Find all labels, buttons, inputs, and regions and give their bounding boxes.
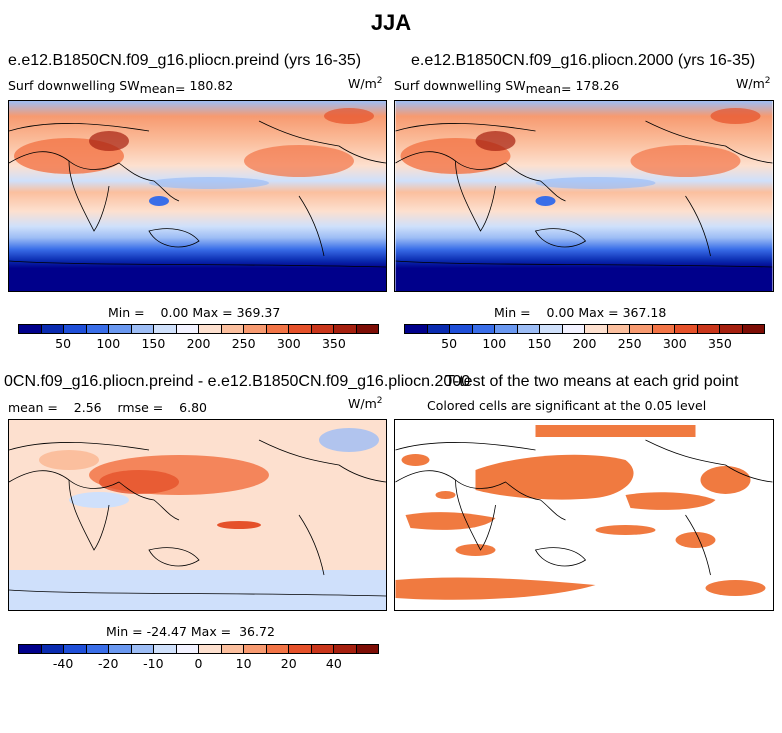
panel-title-bottom-right: T-test of the two means at each grid poi…	[445, 373, 739, 390]
map-top-right-svg	[395, 101, 773, 291]
colorbar-tick-label: 200	[186, 336, 211, 351]
colorbar-box	[199, 325, 222, 333]
colorbar-tick-label: -20	[98, 656, 119, 671]
colorbar-tick-label: 10	[235, 656, 252, 671]
colorbar-box	[427, 325, 450, 333]
colorbar-box	[720, 325, 743, 333]
colorbar-box	[311, 325, 334, 333]
colorbar-box	[109, 645, 132, 653]
colorbar-box	[199, 645, 222, 653]
colorbar-box	[266, 645, 289, 653]
colorbar-tick-label: 100	[96, 336, 121, 351]
colorbar-box	[540, 325, 563, 333]
colorbar-tick-label: 100	[482, 336, 507, 351]
colorbar-box	[334, 325, 357, 333]
panel-title-top-left: e.e12.B1850CN.f09_g16.pliocn.preind (yrs…	[8, 52, 362, 69]
colorbar-box	[607, 325, 630, 333]
panel-title-top-right: e.e12.B1850CN.f09_g16.pliocn.2000 (yrs 1…	[411, 52, 756, 69]
colorbar-box	[517, 325, 540, 333]
colorbar-box	[154, 325, 177, 333]
colorbar-box	[630, 325, 653, 333]
map-top-left-svg	[9, 101, 386, 291]
colorbar-box	[154, 645, 177, 653]
colorbar-box	[244, 645, 267, 653]
colorbar-box	[221, 645, 244, 653]
minmax-top-right: Min = 0.00 Max = 367.18	[494, 305, 667, 320]
colorbar-box	[311, 645, 334, 653]
colorbar-box	[64, 325, 87, 333]
colorbar-box	[652, 325, 675, 333]
minmax-top-left: Min = 0.00 Max = 369.37	[108, 305, 281, 320]
map-top-right	[394, 100, 774, 292]
colorbar-box	[86, 325, 109, 333]
map-bottom-left-svg	[9, 420, 386, 610]
colorbar-box	[41, 645, 64, 653]
colorbar-top-left	[18, 324, 379, 334]
colorbar-tick-label: -10	[143, 656, 164, 671]
colorbar-tick-label: 200	[572, 336, 597, 351]
colorbar-box	[472, 325, 495, 333]
colorbar-box	[697, 325, 720, 333]
variable-label-top-right: Surf downwelling SWmean= 178.26	[394, 78, 620, 96]
colorbar-box	[356, 325, 378, 333]
subtitle-bottom-right: Colored cells are significant at the 0.0…	[427, 398, 707, 413]
colorbar-box	[289, 645, 312, 653]
colorbar-box	[41, 325, 64, 333]
map-top-left	[8, 100, 387, 292]
units-top-right: W/m2	[736, 76, 771, 92]
colorbar-tick-label: 300	[662, 336, 687, 351]
page-title: JJA	[370, 10, 412, 35]
minmax-bottom-left: Min = -24.47 Max = 36.72	[106, 624, 275, 639]
colorbar-box	[109, 325, 132, 333]
colorbar-box	[19, 645, 42, 653]
colorbar-box	[176, 645, 199, 653]
colorbar-box	[562, 325, 585, 333]
significant-cells	[395, 425, 766, 600]
colorbar-box	[450, 325, 473, 333]
colorbar-box	[675, 325, 698, 333]
colorbar-tick-label: 0	[194, 656, 203, 671]
colorbar-tick-label: 150	[527, 336, 552, 351]
colorbar-tick-label: 250	[617, 336, 642, 351]
colorbar-box	[176, 325, 199, 333]
map-bottom-right-svg	[395, 420, 773, 610]
variable-label-top-left: Surf downwelling SWmean= 180.82	[8, 78, 234, 96]
colorbar-box	[131, 645, 154, 653]
colorbar-top-right	[404, 324, 765, 334]
units-top-left: W/m2	[348, 76, 383, 92]
colorbar-box	[585, 325, 608, 333]
colorbar-tick-label: 50	[441, 336, 458, 351]
colorbar-tick-label: 250	[231, 336, 256, 351]
colorbar-box	[86, 645, 109, 653]
colorbar-tick-label: -40	[52, 656, 74, 671]
colorbar-box	[356, 645, 378, 653]
colorbar-tick-label: 20	[280, 656, 297, 671]
colorbar-box	[64, 645, 87, 653]
colorbar-tick-label: 350	[707, 336, 732, 351]
colorbar-bottom-left	[18, 644, 379, 654]
map-bottom-left	[8, 419, 387, 611]
panel-title-bottom-left: 0CN.f09_g16.pliocn.preind - e.e12.B1850C…	[4, 373, 471, 390]
colorbar-tick-label: 150	[141, 336, 166, 351]
colorbar-tick-label: 50	[55, 336, 72, 351]
colorbar-tick-label: 300	[276, 336, 301, 351]
map-bottom-right	[394, 419, 774, 611]
colorbar-box	[405, 325, 428, 333]
colorbar-box	[495, 325, 518, 333]
stats-bottom-left: mean = 2.56 rmse = 6.80	[8, 400, 207, 415]
units-bottom-left: W/m2	[348, 396, 383, 412]
colorbar-box	[244, 325, 267, 333]
colorbar-box	[266, 325, 289, 333]
colorbar-box	[334, 645, 357, 653]
colorbar-box	[221, 325, 244, 333]
colorbar-tick-label: 350	[321, 336, 346, 351]
colorbar-box	[131, 325, 154, 333]
colorbar-box	[19, 325, 42, 333]
colorbar-box	[289, 325, 312, 333]
colorbar-box	[742, 325, 764, 333]
colorbar-tick-label: 40	[325, 656, 342, 671]
